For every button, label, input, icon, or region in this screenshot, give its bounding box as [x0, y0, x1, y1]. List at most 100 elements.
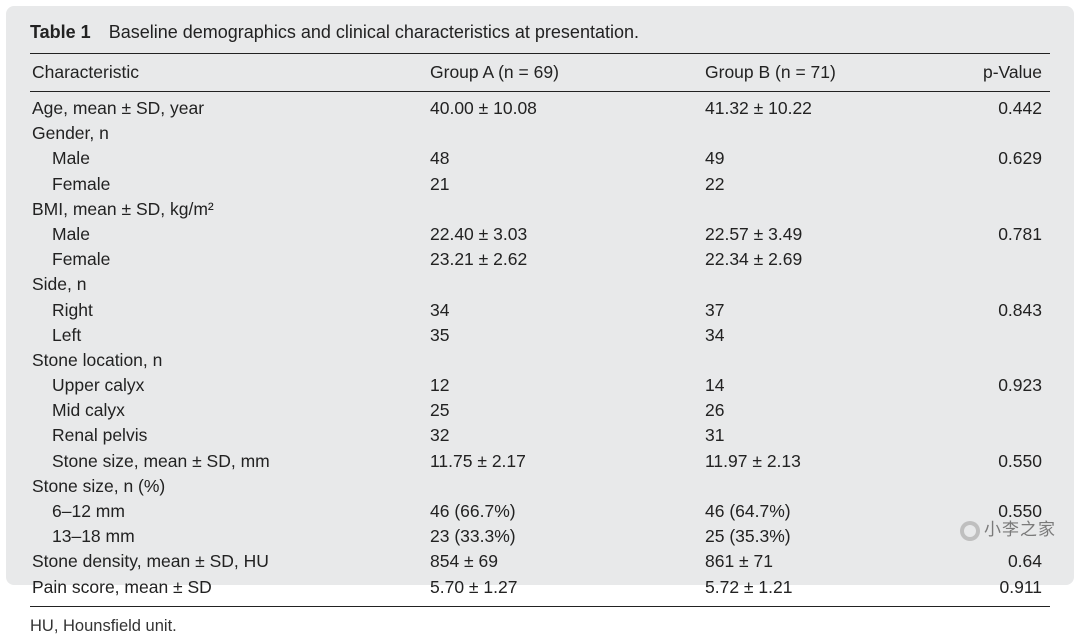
cell-group-b: 5.72 ± 1.21	[705, 575, 935, 600]
wechat-icon	[960, 521, 980, 541]
watermark-text: 小李之家	[984, 520, 1056, 539]
cell-characteristic: Female	[30, 172, 430, 197]
cell-group-a: 12	[430, 373, 705, 398]
table-caption: Baseline demographics and clinical chara…	[109, 22, 639, 42]
table-row: 6–12 mm46 (66.7%)46 (64.7%)0.550	[30, 499, 1050, 524]
table-row: Mid calyx2526	[30, 398, 1050, 423]
cell-group-a: 21	[430, 172, 705, 197]
table-label: Table 1	[30, 22, 91, 42]
table-row: Stone location, n	[30, 348, 1050, 373]
table-row: Stone size, n (%)	[30, 474, 1050, 499]
cell-group-a: 23 (33.3%)	[430, 524, 705, 549]
cell-group-b: 41.32 ± 10.22	[705, 96, 935, 121]
cell-p-value	[935, 197, 1050, 222]
cell-group-b: 46 (64.7%)	[705, 499, 935, 524]
table-footnote: HU, Hounsfield unit.	[30, 607, 1050, 636]
cell-characteristic: Stone size, mean ± SD, mm	[30, 449, 430, 474]
col-header-group-a: Group A (n = 69)	[430, 62, 705, 83]
table-row: Female23.21 ± 2.6222.34 ± 2.69	[30, 247, 1050, 272]
col-header-group-b: Group B (n = 71)	[705, 62, 935, 83]
cell-group-a: 22.40 ± 3.03	[430, 222, 705, 247]
cell-group-b: 49	[705, 146, 935, 171]
cell-group-a: 35	[430, 323, 705, 348]
table-panel: Table 1 Baseline demographics and clinica…	[6, 6, 1074, 585]
cell-characteristic: Stone density, mean ± SD, HU	[30, 549, 430, 574]
table-row: Female2122	[30, 172, 1050, 197]
table-row: 13–18 mm23 (33.3%)25 (35.3%)	[30, 524, 1050, 549]
cell-group-a	[430, 474, 705, 499]
cell-p-value: 0.550	[935, 449, 1050, 474]
cell-characteristic: 13–18 mm	[30, 524, 430, 549]
cell-group-a	[430, 121, 705, 146]
cell-group-b	[705, 121, 935, 146]
cell-group-b: 25 (35.3%)	[705, 524, 935, 549]
cell-group-a: 34	[430, 298, 705, 323]
cell-characteristic: Gender, n	[30, 121, 430, 146]
cell-group-b: 11.97 ± 2.13	[705, 449, 935, 474]
cell-p-value	[935, 323, 1050, 348]
cell-group-b: 31	[705, 423, 935, 448]
cell-group-a: 854 ± 69	[430, 549, 705, 574]
cell-p-value	[935, 423, 1050, 448]
cell-characteristic: Male	[30, 222, 430, 247]
cell-group-b	[705, 197, 935, 222]
cell-group-b: 34	[705, 323, 935, 348]
cell-group-a: 46 (66.7%)	[430, 499, 705, 524]
cell-p-value	[935, 272, 1050, 297]
cell-p-value: 0.442	[935, 96, 1050, 121]
cell-characteristic: 6–12 mm	[30, 499, 430, 524]
table-row: Male22.40 ± 3.0322.57 ± 3.490.781	[30, 222, 1050, 247]
cell-group-a	[430, 272, 705, 297]
cell-characteristic: Stone location, n	[30, 348, 430, 373]
table-title-row: Table 1 Baseline demographics and clinica…	[30, 20, 1050, 54]
cell-p-value	[935, 474, 1050, 499]
cell-characteristic: Pain score, mean ± SD	[30, 575, 430, 600]
cell-p-value: 0.843	[935, 298, 1050, 323]
cell-group-b: 22.34 ± 2.69	[705, 247, 935, 272]
cell-group-b: 37	[705, 298, 935, 323]
cell-characteristic: Age, mean ± SD, year	[30, 96, 430, 121]
cell-group-a	[430, 197, 705, 222]
cell-characteristic: Male	[30, 146, 430, 171]
cell-characteristic: Mid calyx	[30, 398, 430, 423]
table-row: Side, n	[30, 272, 1050, 297]
cell-p-value	[935, 398, 1050, 423]
cell-group-b: 26	[705, 398, 935, 423]
cell-p-value: 0.64	[935, 549, 1050, 574]
cell-group-a: 23.21 ± 2.62	[430, 247, 705, 272]
table-row: Gender, n	[30, 121, 1050, 146]
cell-group-b	[705, 474, 935, 499]
cell-group-a	[430, 348, 705, 373]
table-row: Stone density, mean ± SD, HU854 ± 69861 …	[30, 549, 1050, 574]
cell-p-value: 0.629	[935, 146, 1050, 171]
cell-group-a: 32	[430, 423, 705, 448]
table-row: Male48490.629	[30, 146, 1050, 171]
table-row: Left3534	[30, 323, 1050, 348]
cell-p-value	[935, 348, 1050, 373]
col-header-characteristic: Characteristic	[30, 62, 430, 83]
cell-group-a: 48	[430, 146, 705, 171]
table-header-row: Characteristic Group A (n = 69) Group B …	[30, 54, 1050, 92]
cell-group-b	[705, 348, 935, 373]
table-row: Upper calyx12140.923	[30, 373, 1050, 398]
cell-characteristic: Female	[30, 247, 430, 272]
cell-characteristic: Right	[30, 298, 430, 323]
cell-group-a: 11.75 ± 2.17	[430, 449, 705, 474]
table-row: Stone size, mean ± SD, mm11.75 ± 2.1711.…	[30, 449, 1050, 474]
cell-p-value	[935, 247, 1050, 272]
cell-group-a: 5.70 ± 1.27	[430, 575, 705, 600]
table-row: Pain score, mean ± SD5.70 ± 1.275.72 ± 1…	[30, 575, 1050, 600]
cell-characteristic: Renal pelvis	[30, 423, 430, 448]
cell-group-a: 25	[430, 398, 705, 423]
cell-characteristic: BMI, mean ± SD, kg/m²	[30, 197, 430, 222]
cell-characteristic: Upper calyx	[30, 373, 430, 398]
table-row: Age, mean ± SD, year40.00 ± 10.0841.32 ±…	[30, 96, 1050, 121]
cell-group-b: 861 ± 71	[705, 549, 935, 574]
cell-p-value: 0.911	[935, 575, 1050, 600]
watermark: 小李之家	[960, 515, 1056, 541]
cell-group-b: 22.57 ± 3.49	[705, 222, 935, 247]
cell-p-value	[935, 172, 1050, 197]
cell-group-a: 40.00 ± 10.08	[430, 96, 705, 121]
table-row: Right34370.843	[30, 298, 1050, 323]
cell-p-value: 0.781	[935, 222, 1050, 247]
